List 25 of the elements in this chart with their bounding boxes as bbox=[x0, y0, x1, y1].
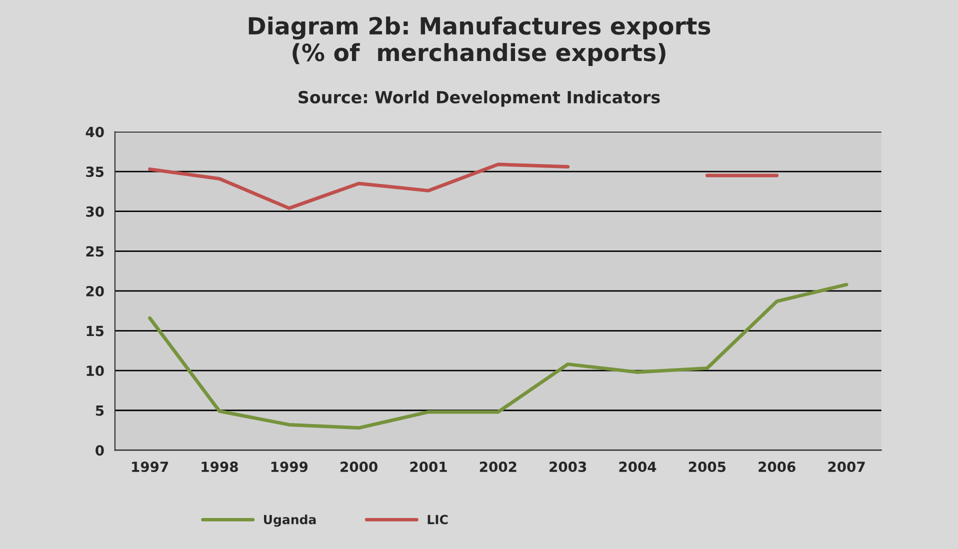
legend-label: LIC bbox=[428, 514, 448, 524]
y-tick-label: 35 bbox=[86, 166, 104, 178]
y-tick-label: 15 bbox=[86, 326, 104, 336]
y-tick-label: 5 bbox=[96, 406, 104, 416]
x-tick-label: 2001 bbox=[410, 462, 447, 472]
x-tick-label: 2000 bbox=[340, 462, 378, 472]
chart-subtitle: Source: World Development Indicators bbox=[298, 90, 660, 107]
y-tick-label: 25 bbox=[86, 246, 104, 257]
x-tick-label: 1999 bbox=[271, 462, 308, 472]
y-tick-label: 40 bbox=[86, 126, 104, 138]
chart-title: Diagram 2b: Manufactures exports (% of merchandise exports) bbox=[248, 16, 710, 66]
x-tick-label: 2004 bbox=[619, 462, 656, 472]
x-tick-label: 1997 bbox=[132, 462, 168, 472]
legend-label: Uganda bbox=[264, 514, 316, 527]
y-tick-label: 30 bbox=[86, 206, 104, 217]
x-tick-label: 2003 bbox=[550, 462, 586, 472]
x-tick-label: 2007 bbox=[828, 462, 865, 472]
x-tick-label: 2005 bbox=[688, 462, 726, 472]
x-tick-label: 2006 bbox=[758, 462, 796, 472]
y-tick-label: 0 bbox=[96, 445, 104, 456]
y-tick-label: 20 bbox=[86, 286, 104, 296]
line-series bbox=[148, 282, 848, 430]
y-tick-label: 10 bbox=[86, 366, 104, 376]
x-tick-label: 1998 bbox=[202, 462, 238, 472]
x-tick-label: 2002 bbox=[480, 462, 516, 472]
